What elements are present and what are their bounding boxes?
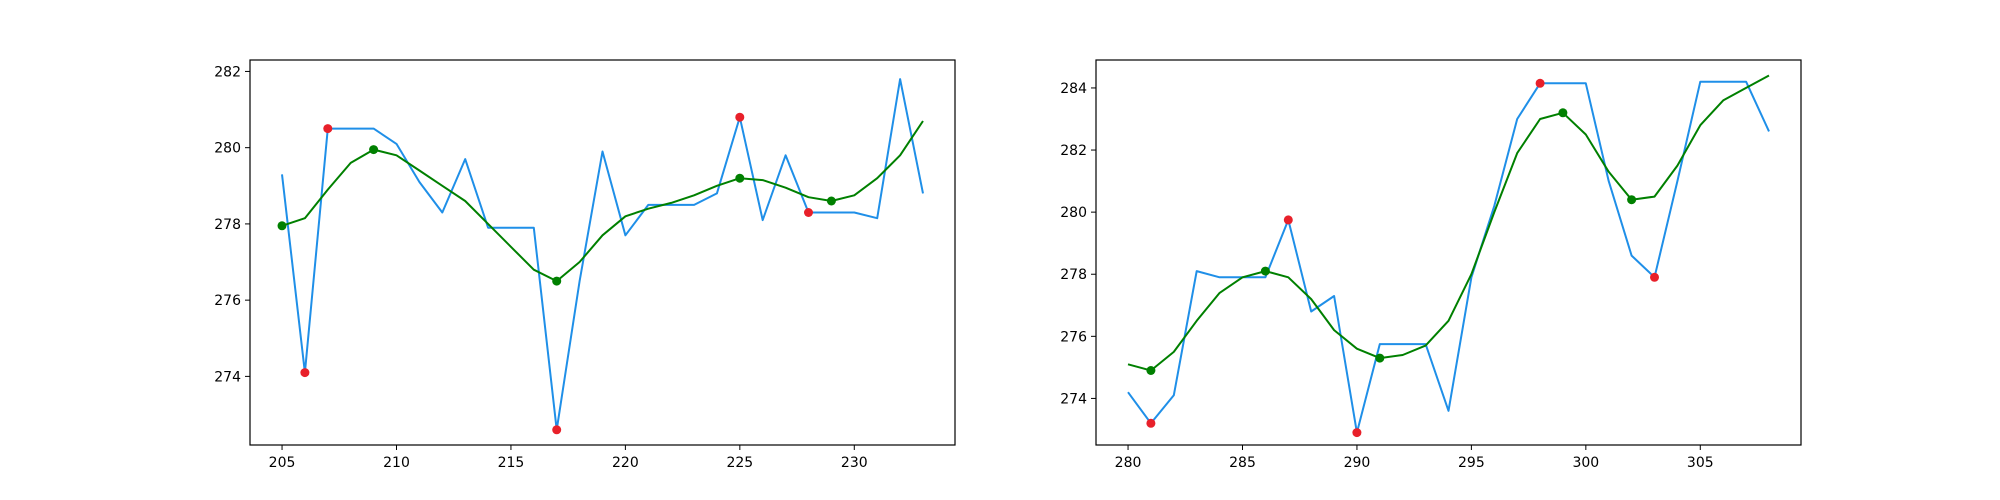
data-point <box>1260 266 1270 276</box>
data-point <box>1627 195 1637 205</box>
y-tick-label: 282 <box>214 64 241 80</box>
x-tick-label: 290 <box>1344 455 1371 471</box>
data-point <box>1146 366 1156 375</box>
data-point <box>1535 78 1545 88</box>
data-point <box>277 221 287 231</box>
x-tick-label: 280 <box>1115 455 1142 471</box>
x-tick-label: 220 <box>612 455 639 471</box>
y-tick-label: 284 <box>1060 81 1087 97</box>
y-tick-label: 276 <box>214 293 241 309</box>
x-tick-label: 300 <box>1572 455 1599 471</box>
data-point <box>826 196 836 206</box>
plot-frame <box>1095 59 1802 446</box>
y-tick-label: 276 <box>1060 329 1087 345</box>
x-tick-label: 305 <box>1687 455 1714 471</box>
data-point <box>1146 418 1156 428</box>
data-point <box>323 124 333 134</box>
y-tick-label: 278 <box>214 217 241 233</box>
y-tick-label: 282 <box>1060 143 1087 159</box>
series-line-1 <box>281 120 924 283</box>
series-line-0 <box>281 78 924 431</box>
x-tick-label: 225 <box>726 455 753 471</box>
data-point <box>1558 108 1568 118</box>
data-point <box>1375 353 1385 363</box>
data-point <box>552 425 562 435</box>
y-tick-label: 280 <box>214 141 241 157</box>
data-point <box>369 145 379 155</box>
data-point <box>552 276 562 286</box>
x-tick-label: 205 <box>269 455 296 471</box>
data-point <box>1352 428 1362 438</box>
series-line-1 <box>1127 74 1770 372</box>
right-chart: 280 285 290 295 300 305 274 276 278 280 282 284 <box>1060 59 1802 471</box>
x-tick-label: 230 <box>841 455 868 471</box>
data-point <box>735 112 745 122</box>
series-line-0 <box>1127 80 1770 434</box>
data-point <box>1283 215 1293 225</box>
y-tick-label: 274 <box>214 369 241 385</box>
left-chart: 205 210 215 220 225 230 274 276 278 280 282 <box>214 59 956 471</box>
x-tick-label: 210 <box>383 455 410 471</box>
x-tick-label: 295 <box>1458 455 1485 471</box>
x-tick-label: 215 <box>498 455 525 471</box>
y-tick-label: 274 <box>1060 391 1087 407</box>
data-point <box>735 173 745 183</box>
y-tick-label: 280 <box>1060 205 1087 221</box>
x-tick-label: 285 <box>1229 455 1256 471</box>
y-tick-label: 278 <box>1060 267 1087 283</box>
plot-frame <box>249 59 956 446</box>
data-point <box>300 368 310 378</box>
data-point <box>1650 272 1659 282</box>
data-point <box>804 208 813 217</box>
